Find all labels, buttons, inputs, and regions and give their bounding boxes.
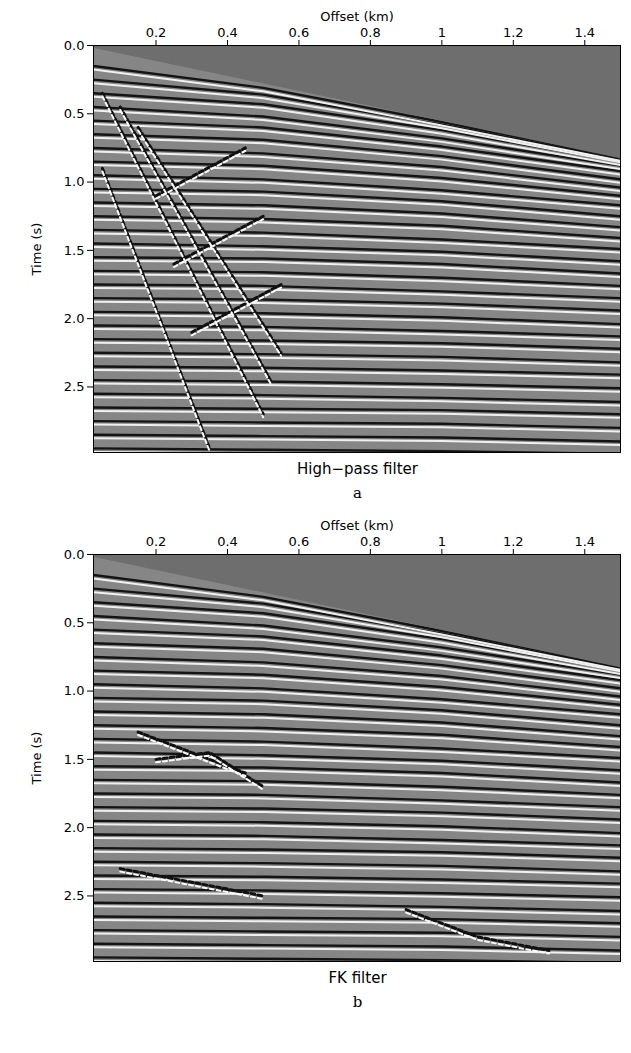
svg-text:0.2: 0.2 [146,534,167,549]
html-text:FK filter: FK filter [328,969,387,987]
svg-text:0.4: 0.4 [217,25,238,40]
svg-text:0.4: 0.4 [217,534,238,549]
html-text:a: a [353,484,362,502]
svg-text:0.6: 0.6 [289,25,310,40]
svg-text:2.5: 2.5 [64,379,85,394]
svg-text:0.5: 0.5 [64,615,85,630]
svg-text:Offset (km): Offset (km) [320,9,394,24]
svg-text:0.2: 0.2 [146,25,167,40]
svg-text:0.5: 0.5 [64,106,85,121]
svg-text:1.5: 1.5 [64,243,85,258]
svg-text:1.2: 1.2 [503,25,524,40]
svg-text:2.0: 2.0 [64,311,85,326]
html-text:b: b [352,993,363,1011]
svg-text:1.0: 1.0 [64,174,85,189]
svg-text:1.4: 1.4 [574,534,595,549]
svg-text:0.8: 0.8 [360,25,381,40]
svg-text:1.4: 1.4 [574,25,595,40]
svg-text:0.0: 0.0 [64,547,85,562]
svg-text:0.6: 0.6 [289,534,310,549]
svg-text:2.0: 2.0 [64,820,85,835]
svg-text:1.5: 1.5 [64,752,85,767]
svg-text:1: 1 [438,534,446,549]
svg-text:Time (s): Time (s) [29,732,44,786]
svg-text:0.8: 0.8 [360,534,381,549]
svg-text:0.0: 0.0 [64,38,85,53]
svg-text:1: 1 [438,25,446,40]
html-text:High−pass filter: High−pass filter [297,460,418,478]
svg-text:Time (s): Time (s) [29,223,44,277]
svg-text:1.0: 1.0 [64,683,85,698]
svg-text:2.5: 2.5 [64,888,85,903]
svg-text:1.2: 1.2 [503,534,524,549]
svg-text:Offset (km): Offset (km) [320,518,394,533]
